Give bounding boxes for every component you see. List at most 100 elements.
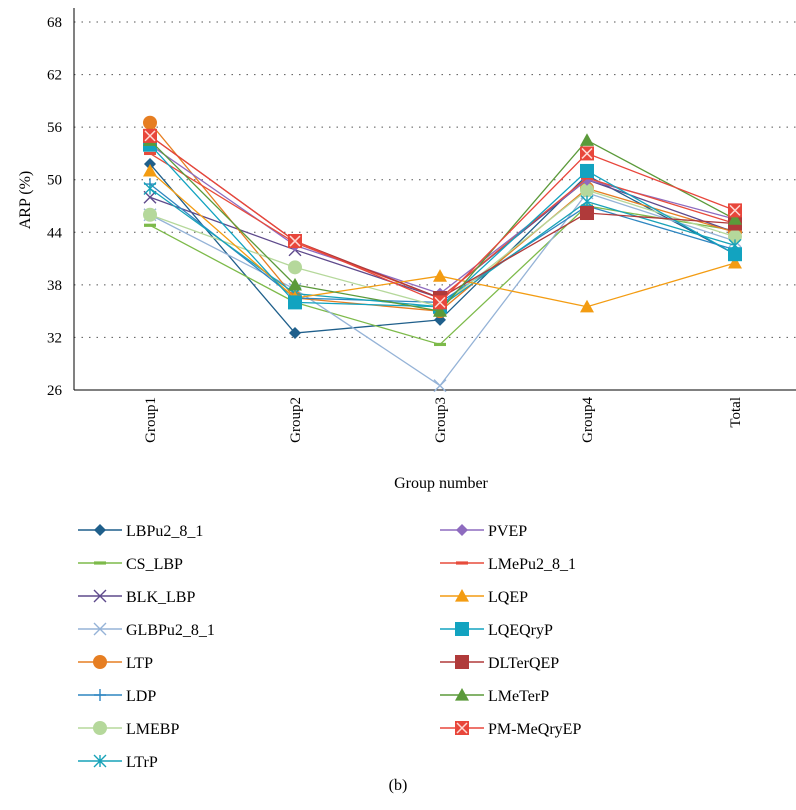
y-tick-label: 32 bbox=[47, 330, 62, 346]
series-line bbox=[149, 139, 736, 312]
marker-cross bbox=[581, 147, 593, 159]
legend-label: LMePu2_8_1 bbox=[488, 556, 576, 573]
legend-item: LMeTerP bbox=[440, 688, 549, 705]
data-point-marker bbox=[94, 689, 106, 701]
series-line bbox=[149, 144, 736, 308]
legend-label: LMEBP bbox=[126, 721, 179, 738]
legend-item: LBPu2_8_1 bbox=[78, 523, 203, 540]
data-point-marker bbox=[144, 151, 156, 156]
legend-item: PM-MeQryEP bbox=[440, 721, 581, 738]
legend-label: LTP bbox=[126, 655, 153, 672]
data-point-marker bbox=[144, 223, 156, 227]
legend-label: GLBPu2_8_1 bbox=[126, 622, 215, 639]
data-point-marker bbox=[455, 622, 469, 636]
data-point-marker bbox=[580, 206, 594, 221]
legend-item: LMEBP bbox=[78, 721, 179, 738]
data-point-marker bbox=[455, 655, 469, 669]
data-point-marker bbox=[143, 163, 157, 177]
figure-caption: (b) bbox=[389, 777, 408, 794]
data-point-marker bbox=[580, 133, 594, 146]
legend-item: LMePu2_8_1 bbox=[440, 556, 576, 573]
legend-label: BLK_LBP bbox=[126, 589, 195, 606]
marker-cross bbox=[289, 235, 301, 247]
x-tick-label: Total bbox=[728, 397, 744, 428]
x-tick-label: Group3 bbox=[433, 397, 449, 443]
y-tick-label: 68 bbox=[47, 15, 62, 31]
series-lqep bbox=[143, 163, 742, 313]
legend-label: LTrP bbox=[126, 754, 158, 771]
data-point-marker bbox=[94, 524, 106, 536]
data-point-marker bbox=[433, 269, 447, 282]
data-point-marker bbox=[728, 255, 742, 269]
data-point-marker bbox=[93, 754, 107, 768]
data-point-marker bbox=[580, 195, 594, 209]
x-axis-title: Group number bbox=[394, 475, 488, 492]
data-point-marker bbox=[728, 212, 742, 225]
data-point-marker bbox=[288, 295, 302, 310]
legend-label: PM-MeQryEP bbox=[488, 721, 581, 738]
data-point-marker bbox=[433, 379, 447, 393]
legend-item: LDP bbox=[78, 688, 156, 705]
data-point-marker bbox=[456, 524, 468, 536]
data-point-marker bbox=[728, 247, 742, 262]
legend-label: LQEP bbox=[488, 589, 528, 606]
data-point-marker bbox=[289, 327, 301, 340]
x-tick-label: Group4 bbox=[580, 397, 596, 443]
data-point-marker bbox=[143, 115, 157, 130]
legend-item: LQEP bbox=[440, 589, 528, 606]
data-point-marker bbox=[433, 304, 447, 317]
marker-cross bbox=[144, 130, 156, 142]
y-tick-label: 62 bbox=[47, 68, 62, 84]
legend-item: LQEQryP bbox=[440, 622, 553, 639]
y-axis-title: ARP (%) bbox=[17, 171, 34, 230]
x-tick-labels: Group1 Group2 Group3 Group4 Total bbox=[143, 397, 744, 443]
legend: LBPu2_8_1 CS_LBP BLK_LBP GLBPu2_8_1 LTP LDP LM… bbox=[78, 523, 581, 771]
marker-cross bbox=[729, 204, 741, 216]
data-point-marker bbox=[143, 207, 157, 222]
y-tick-labels: 26 32 38 44 50 56 62 68 bbox=[47, 15, 63, 399]
series-pm-meqryep bbox=[143, 128, 742, 310]
data-point-marker bbox=[144, 157, 156, 170]
marker-cross bbox=[434, 296, 446, 308]
data-point-marker bbox=[728, 229, 742, 244]
x-tick-label: Group1 bbox=[143, 397, 159, 443]
y-tick-label: 50 bbox=[47, 173, 62, 189]
legend-item: CS_LBP bbox=[78, 556, 183, 573]
data-point-marker bbox=[93, 622, 107, 636]
legend-label: CS_LBP bbox=[126, 556, 183, 573]
legend-item: LTrP bbox=[78, 754, 158, 771]
legend-label: PVEP bbox=[488, 523, 527, 540]
data-point-marker bbox=[434, 342, 446, 347]
data-point-marker bbox=[581, 176, 593, 180]
legend-label: DLTerQEP bbox=[488, 655, 559, 672]
data-point-marker bbox=[93, 721, 107, 735]
y-tick-label: 26 bbox=[47, 383, 63, 399]
legend-label: LDP bbox=[126, 688, 156, 705]
data-point-marker bbox=[93, 655, 107, 669]
data-point-marker bbox=[288, 260, 302, 275]
data-point-marker bbox=[455, 589, 469, 602]
legend-label: LQEQryP bbox=[488, 622, 553, 639]
y-tick-label: 38 bbox=[47, 278, 62, 294]
series-line bbox=[149, 170, 736, 308]
y-tick-label: 56 bbox=[47, 120, 63, 136]
legend-item: LTP bbox=[78, 655, 153, 672]
data-point-marker bbox=[288, 277, 302, 291]
legend-label: LMeTerP bbox=[488, 688, 549, 705]
data-point-marker bbox=[455, 688, 469, 701]
gridlines bbox=[74, 21, 796, 338]
legend-item: BLK_LBP bbox=[78, 589, 195, 606]
y-tick-label: 44 bbox=[47, 225, 63, 241]
series bbox=[143, 115, 742, 393]
data-point-marker bbox=[456, 561, 468, 565]
data-point-marker bbox=[94, 561, 106, 565]
data-point-marker bbox=[580, 183, 594, 198]
x-tick-label: Group2 bbox=[288, 397, 304, 443]
data-point-marker bbox=[580, 163, 594, 178]
legend-item: PVEP bbox=[440, 523, 527, 540]
data-point-marker bbox=[93, 589, 107, 603]
data-point-marker bbox=[143, 181, 157, 195]
legend-item: DLTerQEP bbox=[440, 655, 559, 672]
legend-item: GLBPu2_8_1 bbox=[78, 622, 215, 639]
legend-label: LBPu2_8_1 bbox=[126, 523, 203, 540]
